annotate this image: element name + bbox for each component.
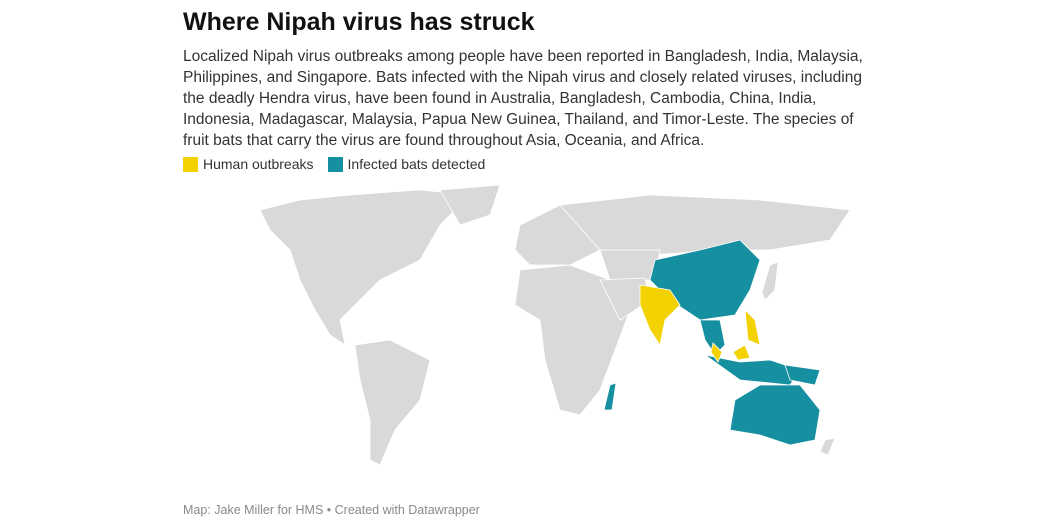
legend-label: Infected bats detected: [347, 156, 486, 172]
philippines: [744, 308, 761, 346]
india: [639, 284, 681, 347]
legend-swatch: [183, 156, 198, 172]
description: Localized Nipah virus outbreaks among pe…: [183, 48, 863, 149]
greenland: [439, 184, 501, 226]
japan: [761, 261, 779, 301]
africa: [514, 264, 631, 416]
title: Where Nipah virus has struck: [183, 8, 535, 36]
new-zealand: [819, 437, 836, 456]
australia: [729, 384, 821, 446]
legend: Human outbreaks Infected bats detected: [183, 156, 485, 172]
malaysia: [710, 342, 723, 363]
legend-label: Human outbreaks: [203, 156, 314, 172]
legend-item: Infected bats detected: [327, 156, 486, 172]
footer: Map: Jake Miller for HMS • Created with …: [183, 503, 480, 517]
north-america: [259, 189, 471, 346]
malaysia-borneo: [732, 344, 751, 361]
russia: [559, 194, 851, 256]
legend-swatch: [327, 156, 343, 172]
madagascar: [603, 382, 617, 411]
legend-item: Human outbreaks: [183, 156, 314, 172]
papua-new-guinea: [784, 364, 821, 386]
south-america: [354, 339, 431, 466]
